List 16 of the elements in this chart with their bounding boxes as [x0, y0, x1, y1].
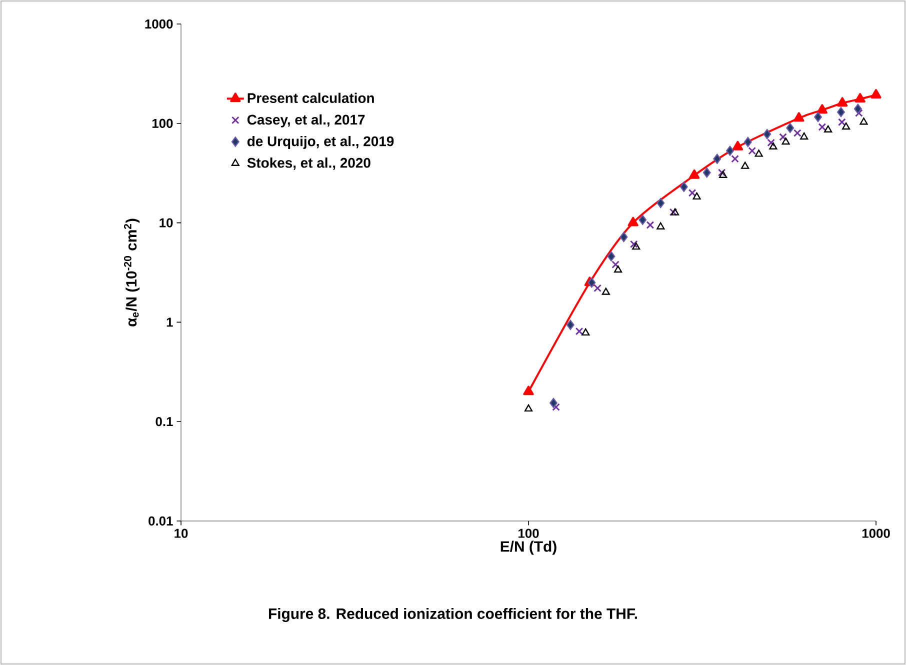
- x-tick-label: 10: [174, 528, 188, 538]
- legend-label: de Urquijo, et al., 2019: [247, 136, 394, 149]
- legend-label: Casey, et al., 2017: [247, 114, 365, 128]
- y-tick-label: 1: [166, 318, 173, 327]
- legend-label: Present calculation: [248, 92, 374, 104]
- x-tick-label: 1000: [862, 528, 890, 538]
- y-tick-label: 1000: [145, 19, 173, 29]
- y-axis-title: α$_{e}$/N (10$^{-20}$ cm$^{2}$): [124, 218, 140, 326]
- y-tick-label: 0.1: [156, 417, 173, 426]
- legend-label: Stokes, et al., 2020: [247, 158, 370, 170]
- x-axis-title: E/N (Td): [500, 540, 556, 555]
- caption: Figure 8. Reduced ionization coefficient for the THF.: [268, 608, 638, 622]
- y-tick-label: 0.01: [148, 516, 173, 526]
- y-tick-label: 10: [160, 218, 173, 228]
- x-tick-label: 100: [518, 528, 539, 538]
- y-tick-label: 100: [152, 118, 173, 128]
